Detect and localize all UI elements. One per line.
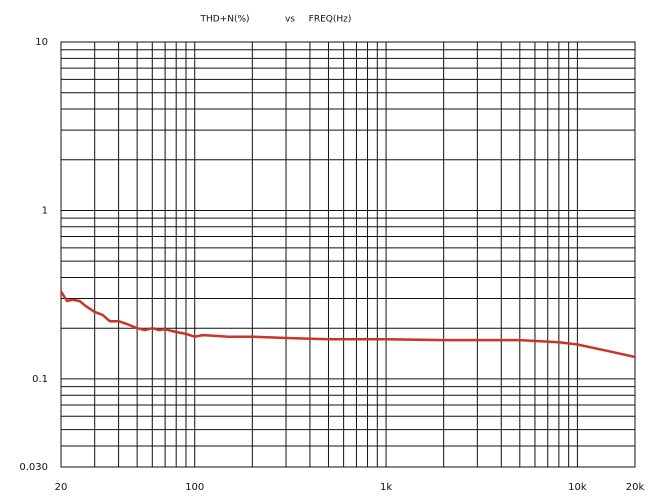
x-tick-label: 20k (626, 482, 645, 493)
x-tick-label: 100 (185, 482, 204, 493)
plot-frame (60, 41, 636, 468)
x-tick-label: 20 (55, 482, 68, 493)
x-tick-label: 1k (380, 482, 392, 493)
y-tick-label: 1 (42, 205, 48, 216)
y-tick-label: 0.030 (19, 462, 48, 473)
x-tick-label: 10k (568, 482, 587, 493)
title-left: THD+N(%) (199, 15, 249, 25)
title-right: FREQ(Hz) (309, 15, 352, 25)
title-vs: vs (285, 15, 295, 25)
y-tick-label: 0.1 (32, 374, 48, 385)
data-line (59, 290, 636, 359)
y-tick-label: 10 (35, 37, 48, 48)
